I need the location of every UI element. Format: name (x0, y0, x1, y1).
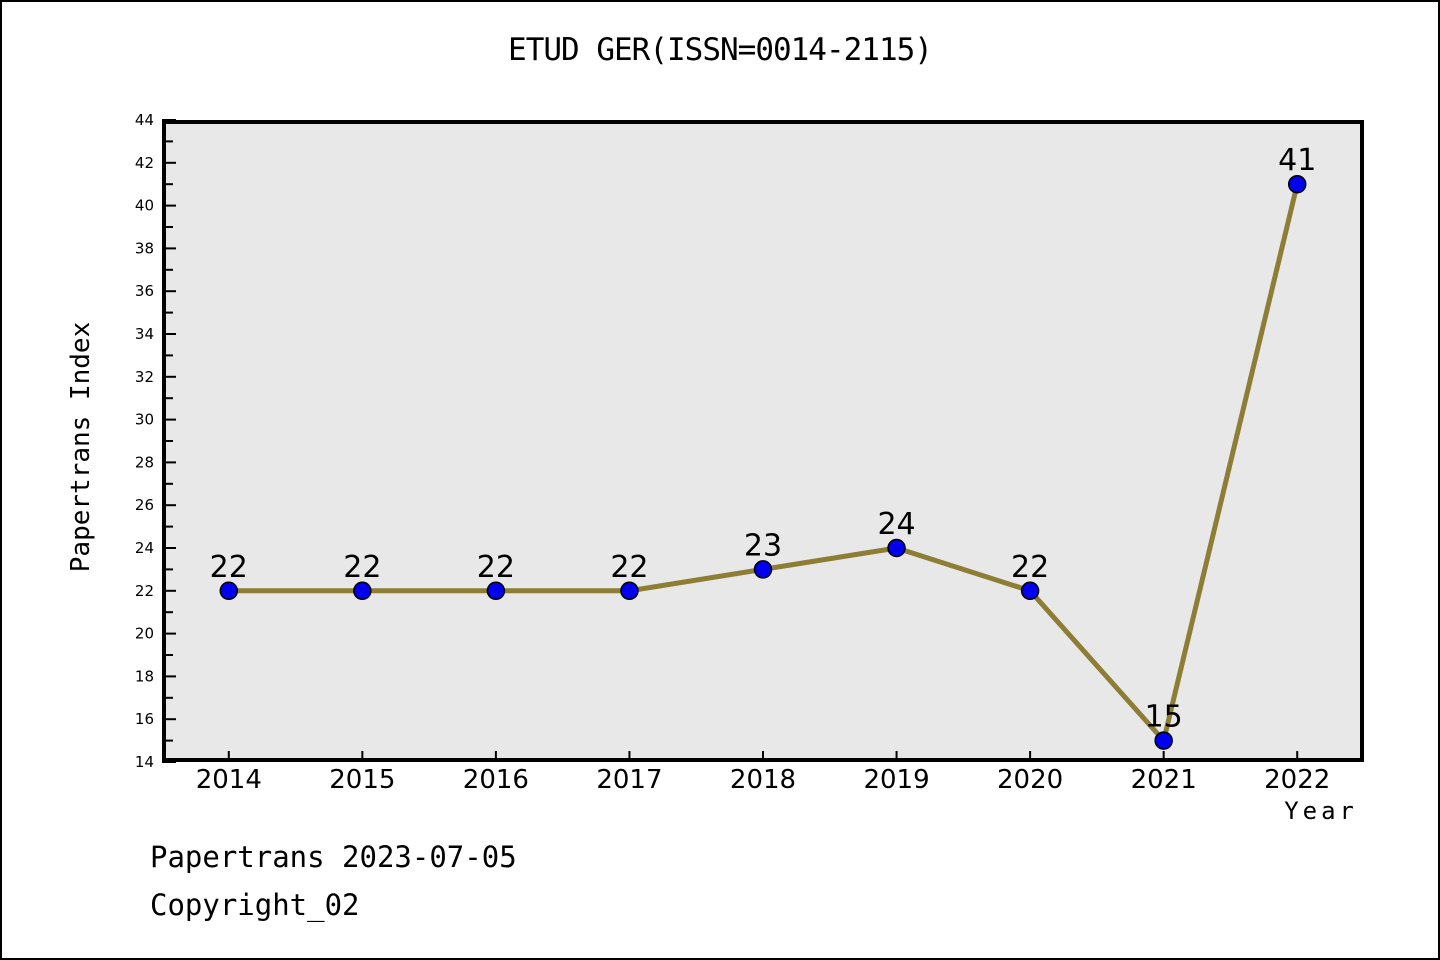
y-tick-label: 24 (135, 539, 154, 557)
axes-frame (162, 120, 1364, 762)
data-point (353, 581, 372, 601)
point-value-label: 24 (877, 507, 915, 542)
footer-brand-date: Papertrans 2023-07-05 (150, 840, 517, 874)
y-tick-label: 30 (135, 411, 154, 429)
data-point (1020, 581, 1040, 601)
point-value-label: 22 (343, 550, 381, 585)
x-tick-label: 2020 (997, 765, 1063, 795)
x-tick-label: 2017 (596, 765, 662, 795)
point-value-label: 22 (477, 550, 515, 585)
point-value-label: 22 (610, 550, 648, 585)
x-axis-label: Year (1284, 797, 1358, 825)
y-tick-label: 42 (135, 154, 154, 172)
data-point (1154, 731, 1173, 750)
footer-copyright: Copyright_02 (150, 888, 360, 922)
y-tick-label: 16 (135, 710, 154, 728)
point-value-label: 15 (1145, 700, 1183, 735)
x-tick-label: 2016 (463, 765, 529, 795)
point-value-label: 22 (1011, 550, 1049, 585)
y-tick-label: 22 (135, 582, 154, 600)
y-tick-label: 40 (135, 197, 154, 215)
y-tick-label: 32 (135, 368, 154, 386)
y-tick-label: 14 (135, 753, 154, 771)
chart-title: ETUD GER(ISSN=0014-2115) (508, 32, 933, 68)
y-tick-label: 26 (135, 496, 154, 514)
data-point (486, 581, 506, 601)
data-point (753, 560, 773, 579)
y-tick-label: 34 (135, 325, 154, 343)
y-tick-label: 36 (135, 282, 154, 300)
data-point (887, 538, 906, 558)
plot-background (162, 120, 1364, 762)
y-tick-label: 44 (135, 111, 154, 129)
x-tick-label: 2015 (329, 765, 395, 795)
y-tick-label: 28 (135, 453, 154, 471)
x-tick-label: 2019 (863, 765, 929, 795)
x-tick-label: 2021 (1131, 765, 1197, 795)
point-value-label: 41 (1278, 143, 1316, 178)
x-tick-label: 2022 (1264, 765, 1330, 795)
y-tick-label: 38 (135, 239, 154, 257)
x-tick-label: 2018 (730, 765, 796, 795)
y-tick-label: 20 (135, 625, 154, 643)
point-value-label: 22 (210, 550, 248, 585)
x-tick-label: 2014 (196, 765, 262, 795)
data-point (219, 581, 239, 601)
y-tick-label: 18 (135, 667, 154, 685)
data-point (620, 581, 639, 601)
data-point (1287, 174, 1307, 194)
point-value-label: 23 (744, 528, 782, 563)
